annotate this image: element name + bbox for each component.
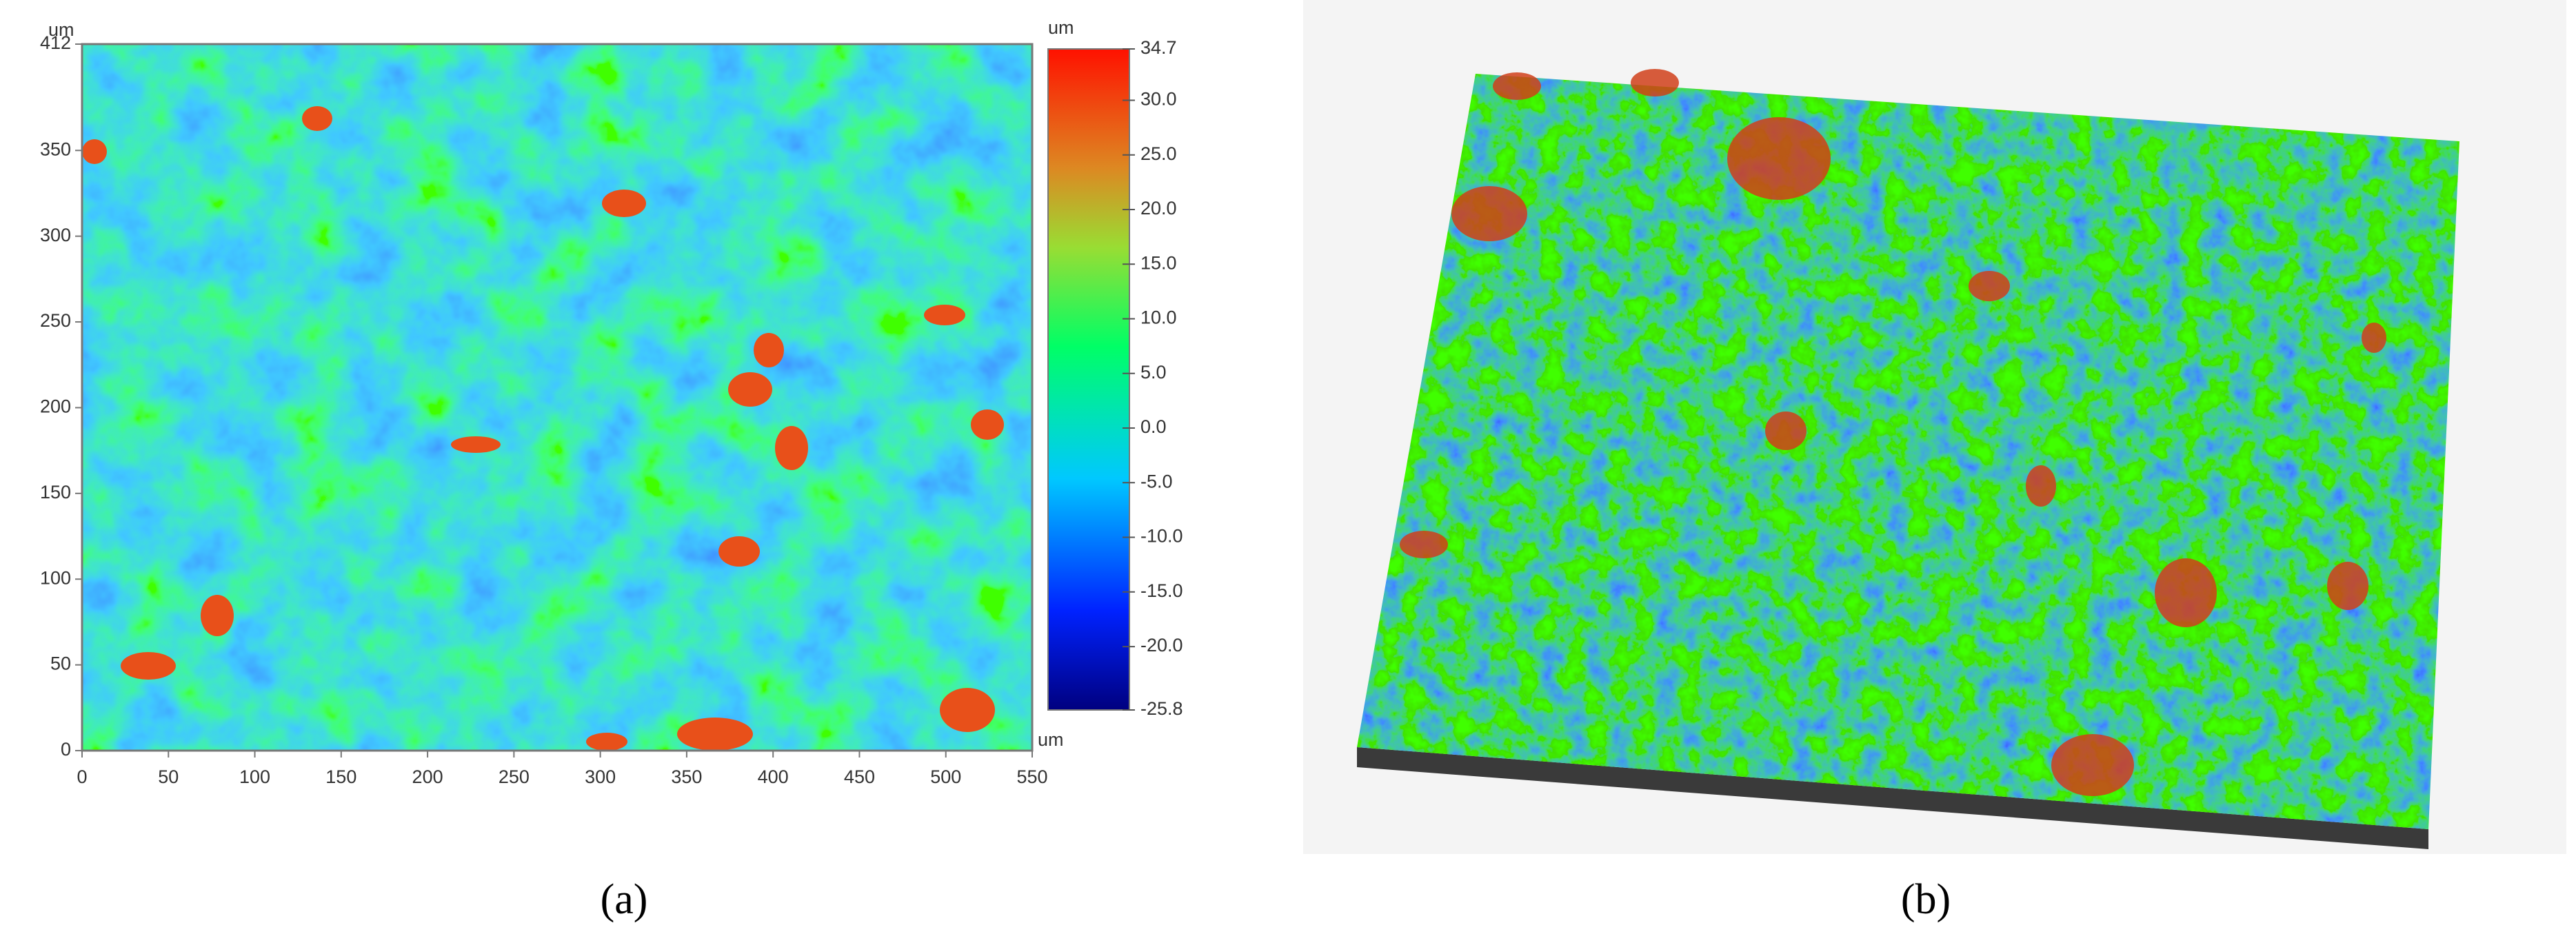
colorbar-tick-label: 0.0 [1140,416,1167,437]
x-tick-label: 400 [758,766,789,787]
plot-frame [81,43,1034,752]
x-tick-label: 350 [671,766,702,787]
y-tick-label: 0 [61,739,71,760]
x-tick-label: 250 [499,766,530,787]
colorbar-tick-label: 15.0 [1140,252,1177,273]
x-tick-label: 450 [844,766,875,787]
colorbar-tick-label: 25.0 [1140,143,1177,164]
x-tick-label: 100 [239,766,270,787]
colorbar-label: um [1048,17,1074,38]
y-tick-label: 250 [40,310,71,331]
y-tick-label: 200 [40,396,71,417]
y-tick-label: 300 [40,225,71,245]
colorbar [1047,48,1130,711]
x-tick-label: 300 [585,766,616,787]
colorbar-tick-label: 20.0 [1140,198,1177,219]
surface-peaks [1400,69,2386,796]
y-tick-label: 350 [40,139,71,159]
colorbar-tick-label: -20.0 [1140,635,1183,656]
y-tick-label: 150 [40,482,71,502]
colorbar-tick-label: 34.7 [1140,37,1177,58]
x-tick-label: 0 [77,766,87,787]
colorbar-tick-label: -15.0 [1140,580,1183,601]
x-axis-label: um [1038,729,1064,750]
x-tick-label: 500 [930,766,961,787]
colorbar-tick-label: -10.0 [1140,526,1183,547]
y-tick-label: 100 [40,567,71,588]
x-tick-label: 550 [1016,766,1047,787]
colorbar-tick-label: 10.0 [1140,307,1177,328]
colorbar-tick-label: -5.0 [1140,471,1173,491]
surface-3d [1357,74,2459,829]
colorbar-tick-label: -25.8 [1140,698,1183,719]
y-tick-label: 50 [50,653,71,674]
surface-base [1357,747,2428,849]
height-map [82,44,1032,751]
colorbar-tick-label: 30.0 [1140,89,1177,110]
y-axis-label: um [48,19,74,40]
y-tick-label: 412 [40,32,71,53]
peaks [82,106,1004,751]
caption: (a) [601,876,648,923]
caption: (b) [1901,876,1951,923]
colorbar-tick-label: 5.0 [1140,362,1167,383]
x-tick-label: 200 [412,766,443,787]
x-tick-label: 50 [158,766,179,787]
x-tick-label: 150 [325,766,356,787]
